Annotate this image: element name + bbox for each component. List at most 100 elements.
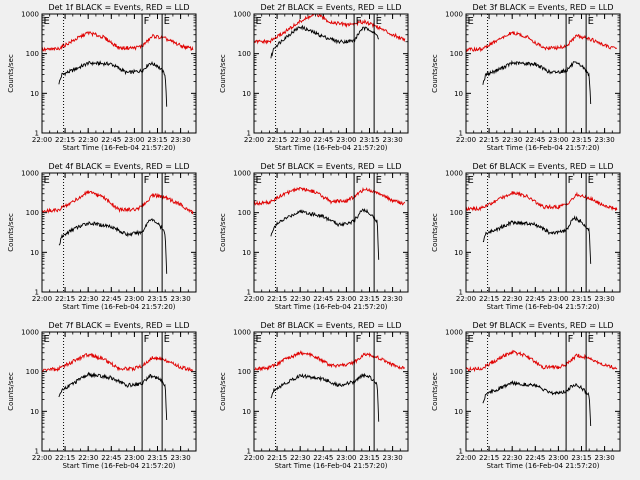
x-tick-label: 22:15 bbox=[479, 295, 499, 303]
x-tick-label: 23:15 bbox=[359, 295, 379, 303]
x-tick-label: 22:00 bbox=[456, 136, 476, 144]
x-tick-label: 22:30 bbox=[502, 295, 522, 303]
y-tick-label: 100 bbox=[26, 368, 39, 376]
plot-area bbox=[42, 31, 194, 107]
x-tick-label: 22:00 bbox=[32, 295, 52, 303]
x-tick-label: 22:45 bbox=[313, 136, 333, 144]
y-tick-label: 1000 bbox=[445, 11, 463, 19]
y-tick-label: 10 bbox=[242, 90, 251, 98]
x-tick-label: 23:30 bbox=[383, 136, 403, 144]
plot-area bbox=[254, 349, 406, 422]
y-tick-label: 1000 bbox=[233, 11, 251, 19]
y-axis-label: Counts/sec bbox=[7, 54, 15, 93]
x-tick-label: 23:00 bbox=[548, 295, 568, 303]
chart-title: Det 1f BLACK = Events, RED = LLD bbox=[48, 3, 189, 12]
x-tick-label: 23:30 bbox=[595, 136, 615, 144]
y-tick-label: 1000 bbox=[445, 170, 463, 178]
x-tick-label: 22:15 bbox=[267, 454, 287, 462]
x-axis-label: Start Time (16-Feb-04 21:57:20) bbox=[486, 462, 599, 470]
x-tick-label: 22:15 bbox=[267, 136, 287, 144]
x-tick-label: 23:15 bbox=[359, 454, 379, 462]
y-tick-label: 1000 bbox=[21, 329, 39, 337]
plot-area bbox=[42, 352, 194, 421]
x-tick-label: 22:30 bbox=[290, 136, 310, 144]
x-tick-label: 22:45 bbox=[101, 454, 121, 462]
x-tick-label: 23:30 bbox=[595, 295, 615, 303]
x-tick-label: 23:00 bbox=[336, 295, 356, 303]
y-tick-label: 1 bbox=[247, 289, 251, 297]
x-tick-label: 23:00 bbox=[124, 295, 144, 303]
y-tick-label: 10 bbox=[242, 408, 251, 416]
time-marker-label: E bbox=[164, 334, 170, 345]
y-tick-label: 1000 bbox=[445, 329, 463, 337]
events-series-line bbox=[58, 60, 168, 107]
x-tick-label: 23:15 bbox=[147, 136, 167, 144]
x-axis-label: Start Time (16-Feb-04 21:57:20) bbox=[274, 303, 387, 311]
y-tick-label: 10 bbox=[30, 249, 39, 257]
y-tick-label: 100 bbox=[450, 368, 463, 376]
x-axis-label: Start Time (16-Feb-04 21:57:20) bbox=[62, 303, 175, 311]
lld-series-line bbox=[466, 190, 618, 212]
y-tick-label: 1 bbox=[35, 130, 39, 138]
x-axis-label: Start Time (16-Feb-04 21:57:20) bbox=[274, 144, 387, 152]
time-marker-label: F bbox=[144, 334, 150, 345]
x-tick-label: 23:30 bbox=[383, 454, 403, 462]
x-tick-label: 23:15 bbox=[147, 295, 167, 303]
x-tick-label: 22:00 bbox=[244, 136, 264, 144]
y-tick-label: 10 bbox=[242, 249, 251, 257]
x-tick-label: 23:30 bbox=[171, 136, 191, 144]
x-axis-label: Start Time (16-Feb-04 21:57:20) bbox=[486, 144, 599, 152]
y-tick-label: 100 bbox=[450, 209, 463, 217]
x-tick-label: 23:00 bbox=[336, 454, 356, 462]
x-tick-label: 22:45 bbox=[525, 295, 545, 303]
y-tick-label: 1000 bbox=[21, 170, 39, 178]
events-series-line bbox=[58, 218, 168, 274]
time-marker-label: F bbox=[568, 175, 574, 186]
x-tick-label: 23:15 bbox=[147, 454, 167, 462]
lld-series-line bbox=[254, 186, 406, 207]
chart-panel-8: Det 8f BLACK = Events, RED = LLD 1 10 100 10… bbox=[219, 321, 409, 470]
y-tick-label: 1 bbox=[459, 130, 463, 138]
lld-series-line bbox=[254, 14, 406, 45]
plot-frame bbox=[41, 331, 197, 452]
y-tick-label: 100 bbox=[450, 50, 463, 58]
x-tick-label: 23:30 bbox=[383, 295, 403, 303]
x-tick-label: 23:00 bbox=[124, 454, 144, 462]
plot-area bbox=[466, 349, 618, 427]
lld-series-line bbox=[42, 31, 194, 53]
plot-area bbox=[466, 30, 618, 105]
x-tick-label: 22:30 bbox=[502, 454, 522, 462]
y-tick-label: 1 bbox=[35, 289, 39, 297]
y-tick-label: 1 bbox=[35, 448, 39, 456]
plot-area bbox=[254, 186, 406, 260]
corner-marker-label: E bbox=[44, 16, 50, 27]
plot-frame bbox=[465, 172, 621, 293]
x-axis-label: Start Time (16-Feb-04 21:57:20) bbox=[62, 144, 175, 152]
x-tick-label: 22:30 bbox=[502, 136, 522, 144]
events-series-line bbox=[58, 371, 168, 421]
events-series-line bbox=[270, 24, 380, 59]
events-series-line bbox=[270, 208, 380, 260]
plot-frame bbox=[253, 172, 409, 293]
x-tick-label: 22:15 bbox=[267, 295, 287, 303]
x-tick-label: 22:00 bbox=[244, 454, 264, 462]
y-tick-label: 1 bbox=[247, 448, 251, 456]
x-tick-label: 23:15 bbox=[571, 295, 591, 303]
time-marker-label: F bbox=[568, 334, 574, 345]
x-tick-label: 22:15 bbox=[479, 136, 499, 144]
corner-marker-label: E bbox=[44, 334, 50, 345]
x-tick-label: 22:30 bbox=[78, 295, 98, 303]
y-tick-label: 100 bbox=[26, 50, 39, 58]
x-tick-label: 23:15 bbox=[571, 454, 591, 462]
x-tick-label: 22:00 bbox=[32, 136, 52, 144]
plot-frame bbox=[465, 13, 621, 134]
time-marker-label: F bbox=[144, 175, 150, 186]
plot-frame bbox=[465, 331, 621, 452]
y-tick-label: 1000 bbox=[233, 329, 251, 337]
y-tick-label: 100 bbox=[238, 209, 251, 217]
y-tick-label: 1000 bbox=[21, 11, 39, 19]
y-tick-label: 10 bbox=[30, 408, 39, 416]
x-axis-label: Start Time (16-Feb-04 21:57:20) bbox=[62, 462, 175, 470]
time-marker-label: E bbox=[588, 175, 594, 186]
